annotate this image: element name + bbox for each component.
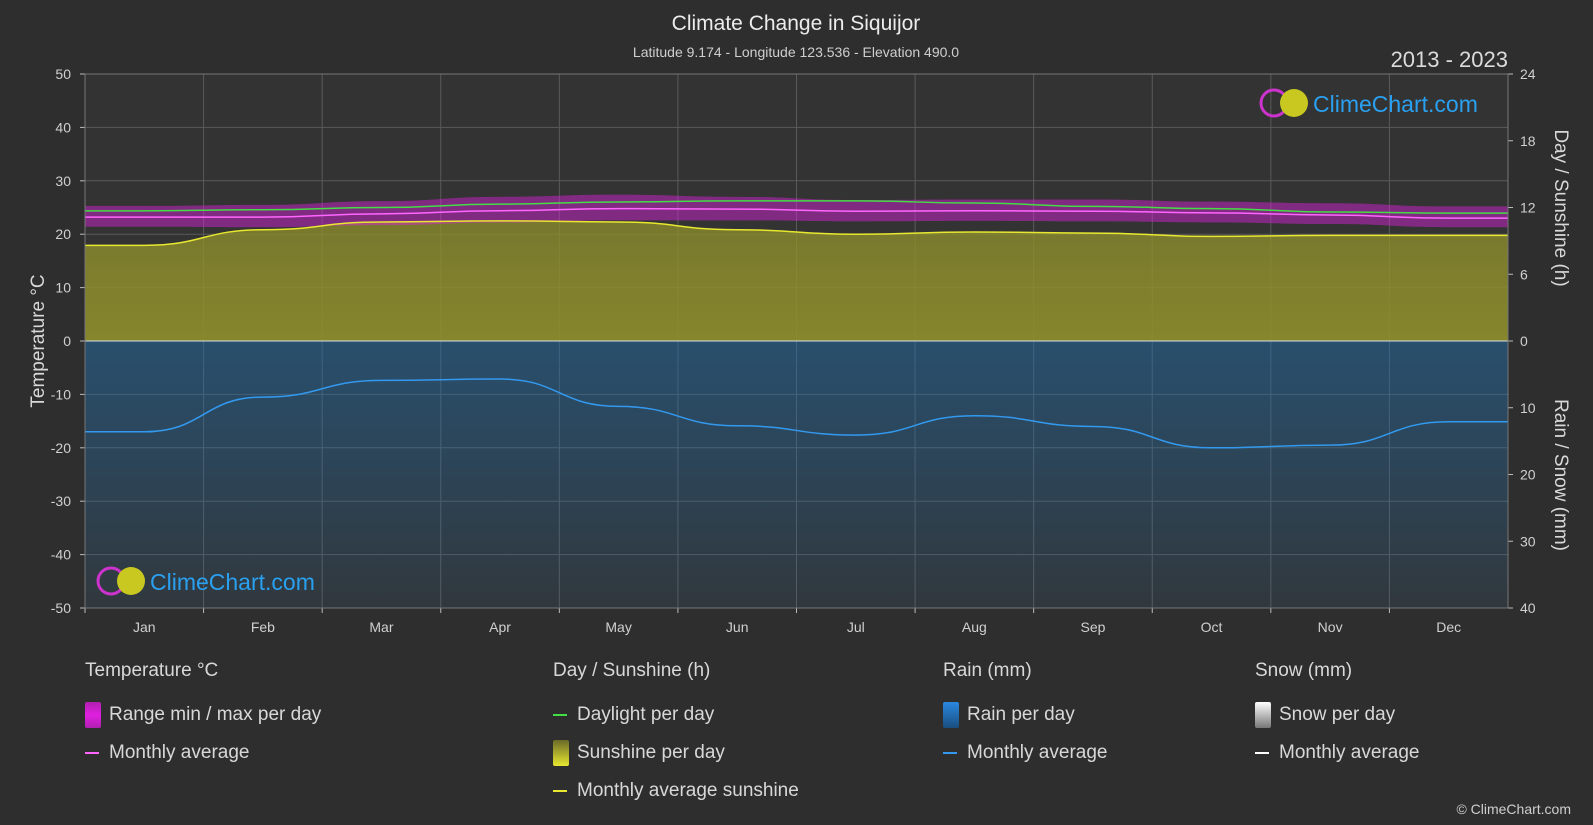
series-lines [84, 200, 1508, 449]
legend-item: Range min / max per day [85, 696, 321, 734]
x-tick-label: Sep [1080, 619, 1105, 635]
x-tick-label: Nov [1318, 619, 1343, 635]
y-right-top-tick-label: 6 [1520, 266, 1528, 282]
legend-item: Rain per day [943, 696, 1107, 734]
legend-title: Rain (mm) [943, 660, 1032, 681]
y-left-tick-label: 0 [63, 333, 71, 349]
x-tick-label: Apr [489, 619, 511, 635]
legend-item: Monthly average [85, 734, 321, 772]
x-tick-label: Jul [847, 619, 865, 635]
legend-label: Monthly average sunshine [577, 780, 799, 801]
chart-subtitle: Latitude 9.174 - Longitude 123.536 - Ele… [633, 44, 959, 60]
legend-item: Monthly average sunshine [553, 772, 799, 810]
y-left-tick-label: 20 [55, 226, 71, 242]
line-swatch-icon [85, 752, 99, 754]
y-left-tick-label: -40 [51, 547, 71, 563]
copyright: © ClimeChart.com [1456, 801, 1571, 817]
chart-title: Climate Change in Siquijor [672, 12, 921, 35]
y-right-top-tick-label: 24 [1520, 66, 1536, 82]
legend-rain: Rain (mm) Rain per day Monthly average [943, 660, 1107, 772]
sunshine-per-day-area [85, 220, 1508, 341]
y-right-bottom-tick-label: 30 [1520, 533, 1536, 549]
x-tick-label: May [605, 619, 631, 635]
y-left-tick-label: 10 [55, 280, 71, 296]
logo-sun-icon [117, 567, 145, 595]
climate-chart: 50 40 30 20 10 0 -10 -20 -30 -40 -50 24 18 12 6 0 10 20 30… [28, 12, 1571, 635]
legend-label: Range min / max per day [109, 704, 322, 725]
x-tick-label: Mar [369, 619, 393, 635]
sunshine-average-line [85, 220, 1508, 247]
line-swatch-icon [553, 714, 567, 716]
x-tick-label: Jan [133, 619, 156, 635]
y-right-top-tick-label: 0 [1520, 333, 1528, 349]
daylight-line [85, 200, 1508, 214]
y-right-bottom-tick-label: 10 [1520, 400, 1536, 416]
temperature-range-band [85, 194, 1508, 228]
legend-item: Monthly average [943, 734, 1107, 772]
legend-title: Snow (mm) [1255, 660, 1353, 681]
temperature-range [85, 194, 1508, 228]
line-swatch-icon [943, 752, 957, 754]
legend-item: Monthly average [1255, 734, 1419, 772]
snow-swatch-icon [1255, 702, 1271, 728]
legend-item: Sunshine per day [553, 734, 799, 772]
x-tick-label: Dec [1436, 619, 1461, 635]
range-swatch-icon [85, 702, 101, 728]
x-tick-label: Aug [962, 619, 987, 635]
logo-top: ClimeChart.com [1259, 88, 1478, 118]
y-axis-right-bottom-label: Rain / Snow (mm) [1550, 399, 1571, 551]
legend-label: Rain per day [967, 704, 1075, 725]
legend-label: Snow per day [1279, 704, 1396, 725]
line-swatch-icon [1255, 752, 1269, 754]
legend-label: Monthly average [967, 742, 1108, 763]
legend-item: Daylight per day [553, 696, 799, 734]
temperature-average-line [85, 207, 1508, 219]
y-left-tick-label: -10 [51, 386, 71, 402]
y-left-tick-label: -30 [51, 493, 71, 509]
logo-bottom: ClimeChart.com [96, 566, 315, 596]
line-swatch-icon [553, 790, 567, 792]
rain-area [85, 341, 1508, 608]
legend-label: Sunshine per day [577, 742, 725, 763]
plot-border [84, 73, 1509, 609]
rain-average-line [84, 378, 1508, 449]
sunshine-swatch-icon [553, 740, 569, 766]
legend-label: Daylight per day [577, 704, 715, 725]
rain-swatch-icon [943, 702, 959, 728]
legend-label: Monthly average [109, 742, 250, 763]
axes: 50 40 30 20 10 0 -10 -20 -30 -40 -50 24 18 12 6 0 10 20 30… [51, 66, 1536, 635]
y-right-bottom-tick-label: 40 [1520, 600, 1536, 616]
x-tick-label: Oct [1201, 619, 1223, 635]
legend-label: Monthly average [1279, 742, 1420, 763]
x-tick-label: Jun [726, 619, 749, 635]
y-axis-left-label: Temperature °C [28, 274, 49, 407]
legend-title: Day / Sunshine (h) [553, 660, 711, 681]
y-right-top-tick-label: 18 [1520, 133, 1536, 149]
y-right-bottom-tick-label: 20 [1520, 467, 1536, 483]
y-right-top-tick-label: 12 [1520, 200, 1536, 216]
legend-title: Temperature °C [85, 660, 219, 681]
y-left-tick-label: 50 [55, 66, 71, 82]
legend-temperature: Temperature °C Range min / max per day M… [85, 660, 321, 772]
legend-sunshine: Day / Sunshine (h) Daylight per day Suns… [553, 660, 799, 810]
y-left-tick-label: 30 [55, 173, 71, 189]
legend-snow: Snow (mm) Snow per day Monthly average [1255, 660, 1419, 772]
legend-item: Snow per day [1255, 696, 1419, 734]
y-left-tick-label: -50 [51, 600, 71, 616]
y-left-tick-label: 40 [55, 119, 71, 135]
y-left-tick-label: -20 [51, 440, 71, 456]
logo-text: ClimeChart.com [150, 569, 315, 595]
rain-per-day-area [85, 341, 1508, 608]
sunshine-area [85, 220, 1508, 341]
period-label: 2013 - 2023 [1391, 47, 1508, 72]
logo-text: ClimeChart.com [1313, 91, 1478, 117]
y-axis-right-top-label: Day / Sunshine (h) [1550, 129, 1571, 286]
logo-sun-icon [1280, 89, 1308, 117]
x-tick-label: Feb [251, 619, 275, 635]
